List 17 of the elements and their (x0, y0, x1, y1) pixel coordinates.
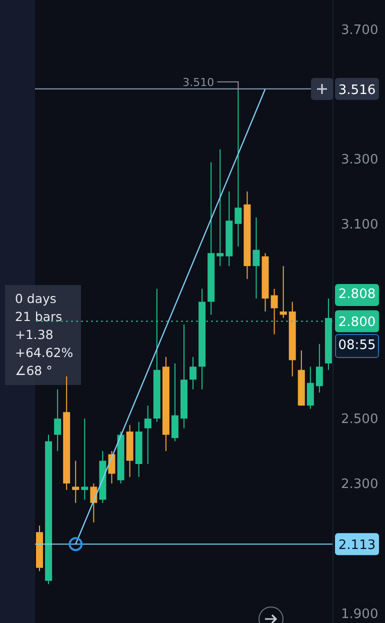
annotation: ∠68 ° (15, 362, 54, 380)
y-tick-label: 2.300 (341, 477, 378, 492)
ref-line-label: 3.516 (338, 82, 376, 98)
text: 08:55 (335, 334, 379, 358)
y-tick-label: 3.700 (341, 22, 378, 38)
annotation: +1.38 (15, 326, 54, 344)
text: 2.808 (335, 284, 379, 306)
annotation: 0 days (15, 290, 58, 308)
ref-line-label: 2.113 (338, 538, 376, 554)
y-tick-label: 1.900 (341, 606, 378, 622)
annotation: +64.62% (15, 344, 74, 362)
y-tick-label: 3.100 (341, 218, 378, 233)
annotation: 21 bars (15, 308, 64, 326)
ref-line-label: 2.800 (338, 315, 376, 330)
annotation: 3.510 (182, 76, 214, 89)
y-tick-label: 3.300 (341, 152, 378, 168)
y-tick-label: 2.500 (341, 412, 378, 428)
